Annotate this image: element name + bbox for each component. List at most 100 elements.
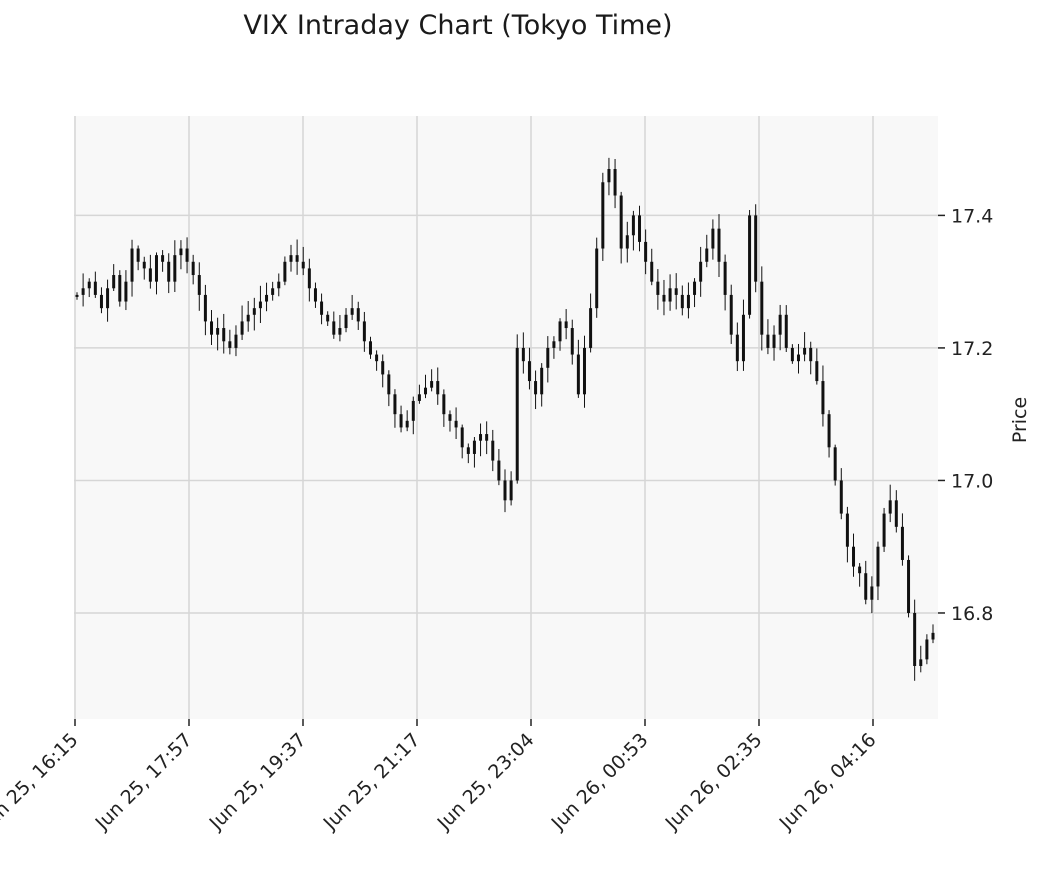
candle xyxy=(399,405,403,433)
candle-body xyxy=(320,301,324,315)
candle-body xyxy=(589,308,593,348)
candle-body xyxy=(613,169,617,196)
candle xyxy=(582,335,586,408)
candle-body xyxy=(210,321,214,335)
candle xyxy=(283,256,287,286)
candle-body xyxy=(118,275,122,302)
candle xyxy=(735,322,739,372)
candle xyxy=(552,336,556,359)
candle-body xyxy=(417,394,421,401)
candle-body xyxy=(686,294,690,309)
candle-body xyxy=(772,334,776,348)
candle xyxy=(827,410,831,458)
candle xyxy=(295,239,299,275)
candle xyxy=(527,347,531,390)
candle xyxy=(148,254,152,289)
candle-body xyxy=(680,294,684,309)
candle-body xyxy=(662,294,666,302)
candle xyxy=(265,282,269,312)
candle xyxy=(741,299,745,371)
candle-body xyxy=(582,347,586,395)
candle-body xyxy=(497,460,501,481)
candle xyxy=(430,369,434,392)
candle xyxy=(375,350,379,371)
candle xyxy=(485,421,489,455)
candle xyxy=(417,384,421,404)
candle xyxy=(882,507,886,552)
candle xyxy=(81,273,85,307)
candle-body xyxy=(858,566,862,574)
candle xyxy=(644,229,648,275)
candle xyxy=(362,311,366,352)
candle-body xyxy=(656,281,660,295)
candle xyxy=(521,332,525,374)
candle-body xyxy=(815,361,819,382)
candle xyxy=(919,645,923,673)
candle-body xyxy=(307,268,311,289)
candle xyxy=(595,237,599,318)
candle-body xyxy=(570,328,574,355)
candle-body xyxy=(754,215,758,282)
candle-body xyxy=(803,347,807,355)
candle-body xyxy=(485,434,489,441)
candle xyxy=(625,221,629,263)
candle-body xyxy=(197,275,201,295)
candle xyxy=(161,250,165,272)
candle xyxy=(876,541,880,601)
candle xyxy=(534,370,538,410)
candle-body xyxy=(350,308,354,315)
y-axis-label: Price xyxy=(1009,397,1031,443)
candle xyxy=(118,270,122,307)
candle-body xyxy=(405,420,409,428)
candle xyxy=(216,317,220,351)
candle-body xyxy=(313,288,317,302)
candle xyxy=(839,468,843,520)
candle xyxy=(203,284,207,336)
y-tick-label: 17.2 xyxy=(951,338,993,360)
candle xyxy=(258,285,262,324)
candle xyxy=(784,305,788,352)
candle xyxy=(185,237,189,274)
candle-body xyxy=(375,354,379,362)
candle-body xyxy=(534,381,538,395)
candle xyxy=(790,344,794,364)
candle xyxy=(913,599,917,681)
candle xyxy=(179,240,183,270)
candle-body xyxy=(424,387,428,395)
candle xyxy=(711,219,715,260)
candle xyxy=(448,410,452,432)
candle-body xyxy=(919,659,923,666)
candle xyxy=(460,424,464,459)
candle-body xyxy=(154,255,158,282)
candle-body xyxy=(381,361,385,375)
candle xyxy=(252,297,256,331)
candle-body xyxy=(430,381,434,388)
candle xyxy=(99,287,103,314)
candle-body xyxy=(674,288,678,295)
candle-body xyxy=(882,513,886,547)
candle xyxy=(210,310,214,346)
candle-body xyxy=(252,308,256,315)
candle-body xyxy=(796,354,800,362)
candle-body xyxy=(173,255,177,282)
candle xyxy=(87,278,91,298)
candle xyxy=(619,191,623,264)
candle xyxy=(75,292,79,300)
candle-body xyxy=(142,261,146,269)
candle xyxy=(197,262,201,311)
candle-body xyxy=(735,334,739,362)
candle xyxy=(717,214,721,278)
candle xyxy=(845,506,849,563)
candle-body xyxy=(368,341,372,355)
candle xyxy=(680,285,684,316)
candle-body xyxy=(283,261,287,282)
candle-body xyxy=(362,321,366,342)
candle xyxy=(350,294,354,320)
candle-body xyxy=(876,546,880,587)
candle-body xyxy=(442,394,446,415)
candle-body xyxy=(271,288,275,295)
plot-area xyxy=(74,116,938,719)
candle-body xyxy=(332,321,336,335)
candle xyxy=(650,248,654,286)
candle-body xyxy=(112,275,116,289)
